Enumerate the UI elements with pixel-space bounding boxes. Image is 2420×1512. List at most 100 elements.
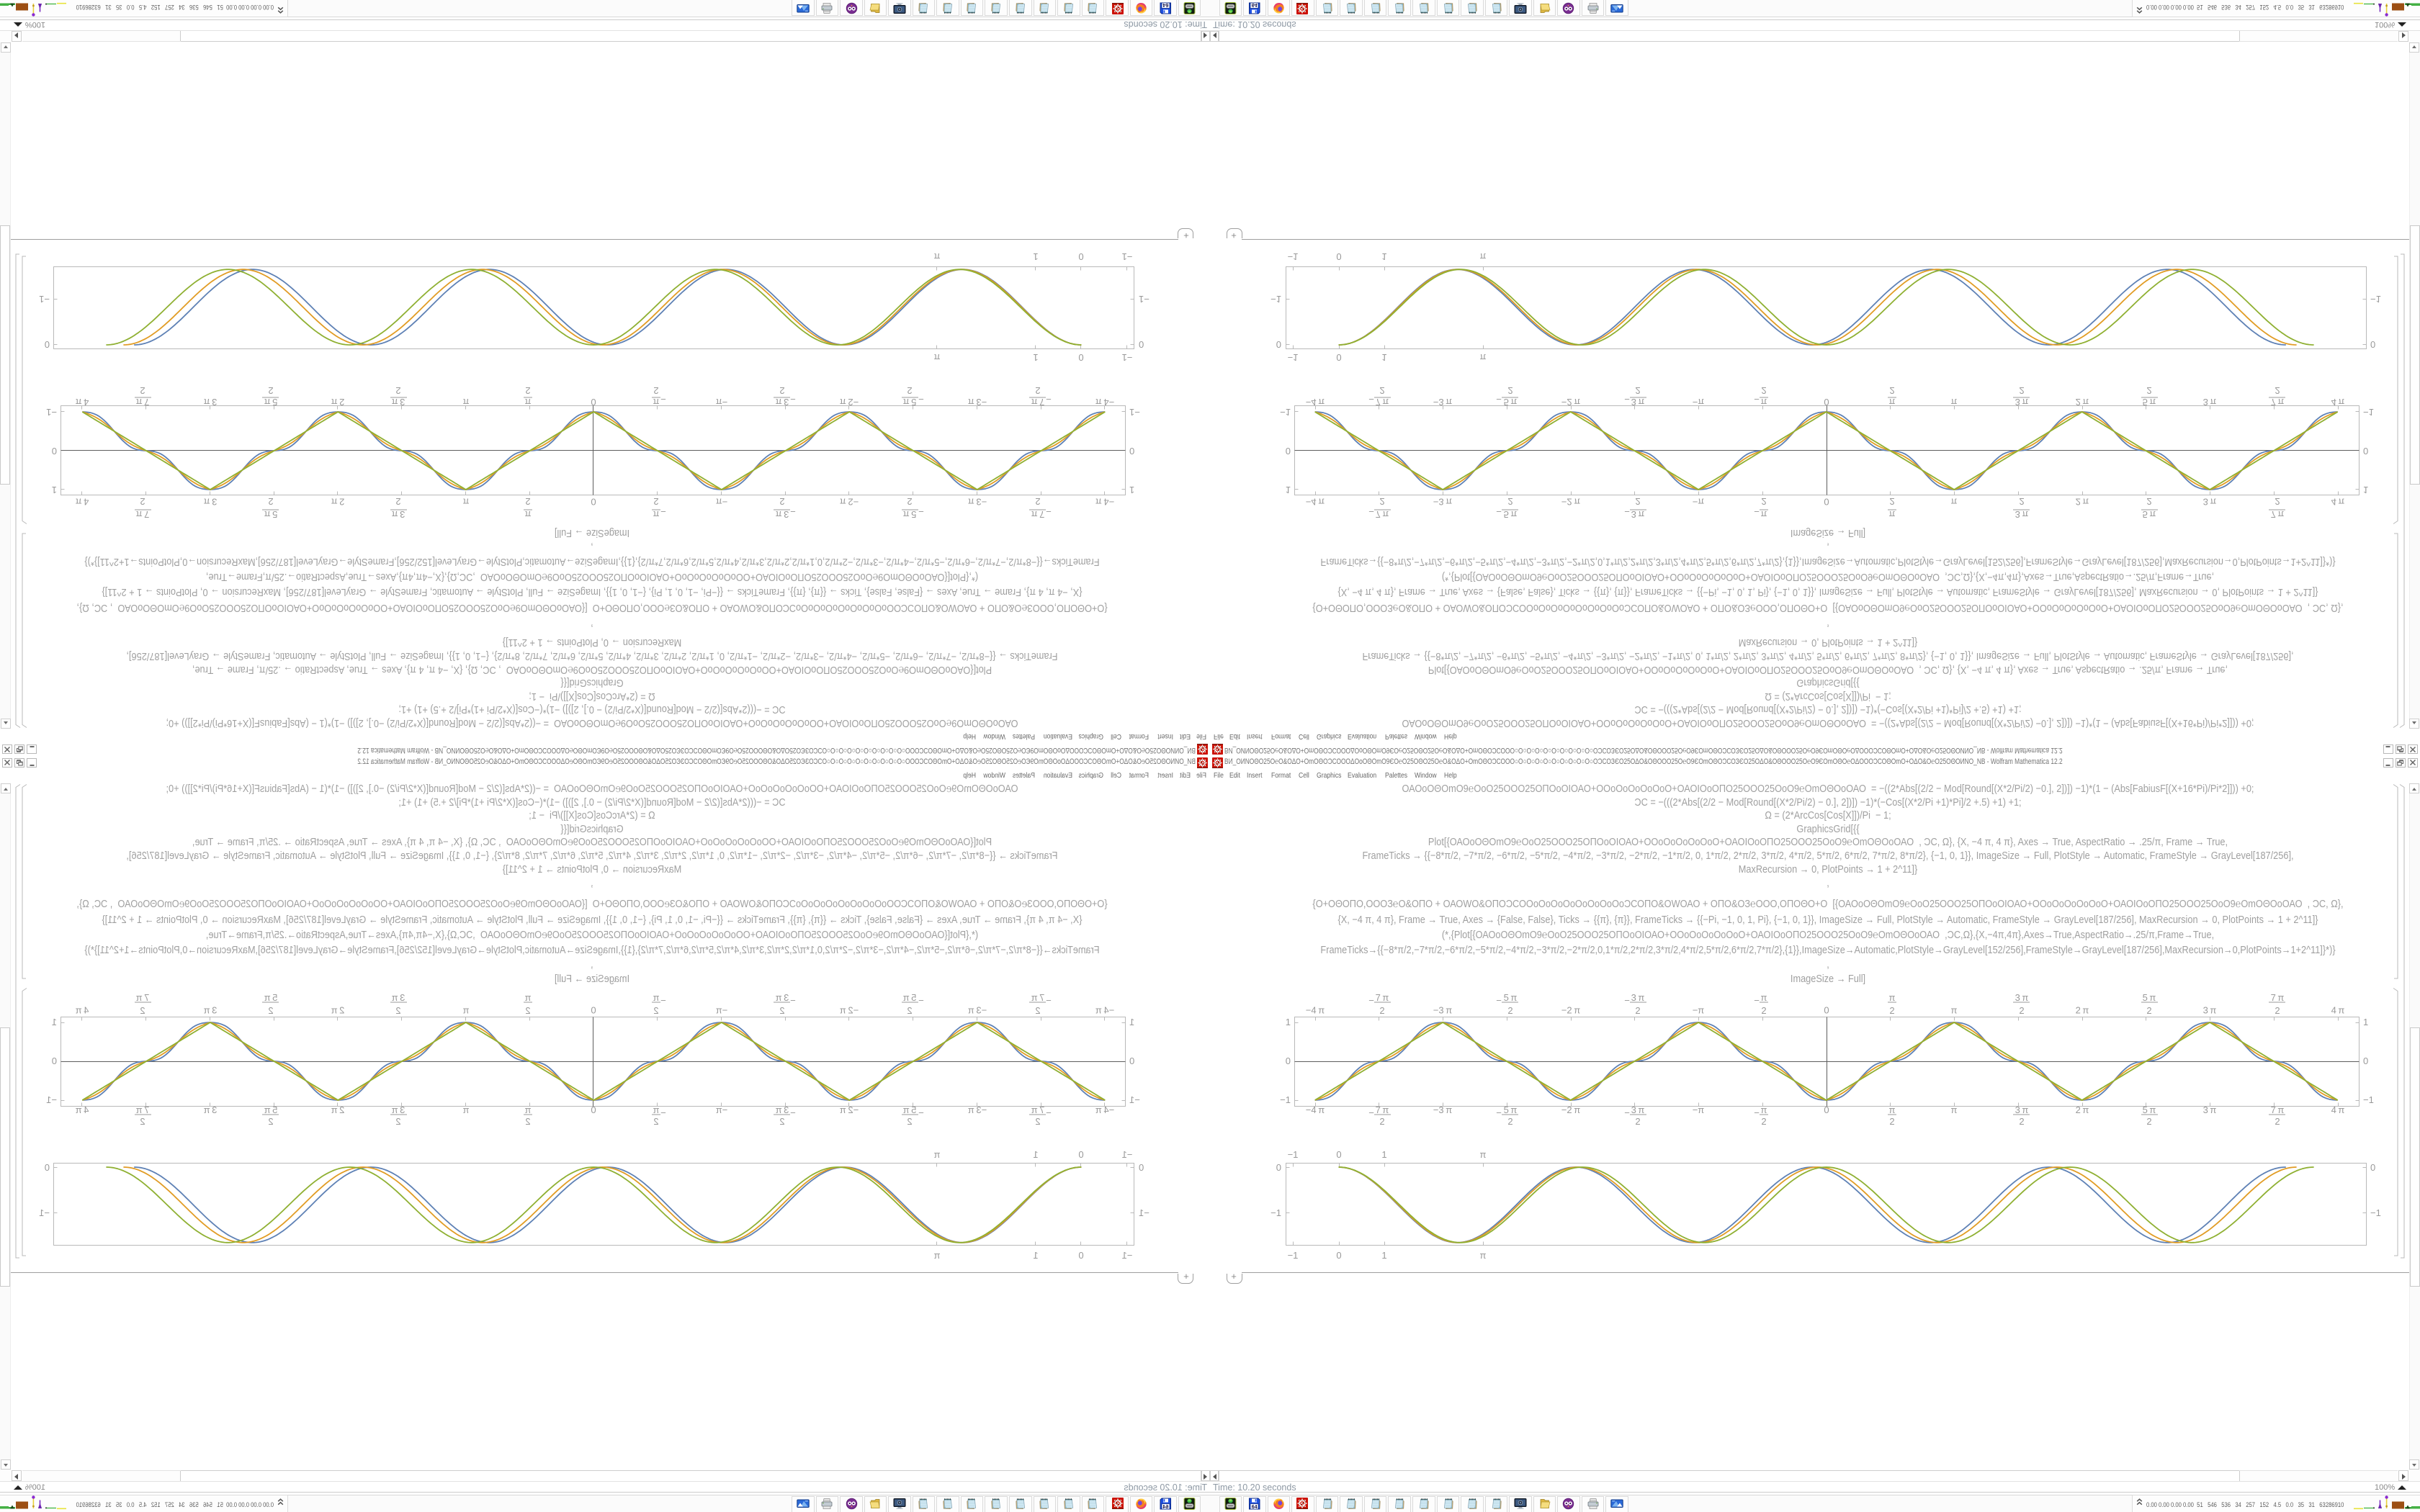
svg-text:π: π: [1889, 992, 1896, 1003]
svg-text:3 π: 3 π: [392, 992, 405, 1003]
svg-text:3 π: 3 π: [2203, 397, 2217, 408]
svg-text:0: 0: [52, 446, 57, 456]
svg-text:−1: −1: [1139, 1207, 1150, 1218]
svg-text:−1: −1: [1288, 1250, 1299, 1261]
svg-text:3 π: 3 π: [776, 397, 789, 408]
svg-text:−1: −1: [2370, 1207, 2381, 1218]
svg-text:−1: −1: [1280, 407, 1291, 418]
svg-text:2: 2: [525, 1116, 530, 1127]
svg-text:−: −: [1496, 995, 1502, 1006]
svg-text:64: 64: [1162, 1505, 1168, 1510]
svg-text:0: 0: [591, 1005, 596, 1016]
svg-text:2: 2: [1035, 496, 1040, 507]
svg-text:−: −: [660, 506, 666, 517]
svg-text:2: 2: [268, 1116, 273, 1127]
svg-text:1: 1: [1381, 1149, 1386, 1160]
svg-text:2: 2: [779, 1005, 784, 1016]
svg-text:−1: −1: [1122, 1149, 1133, 1160]
svg-text:−4 π: −4 π: [1306, 1005, 1325, 1016]
svg-text:3 π: 3 π: [2015, 1104, 2029, 1115]
svg-text:−1: −1: [46, 407, 57, 418]
svg-text:2: 2: [2275, 1116, 2280, 1127]
svg-text:3 π: 3 π: [392, 1104, 405, 1115]
svg-text:π: π: [653, 509, 659, 520]
svg-text:−4 π: −4 π: [1095, 497, 1114, 508]
svg-text:0: 0: [1078, 352, 1083, 363]
svg-text:π: π: [653, 397, 659, 408]
svg-text:−1: −1: [1122, 251, 1133, 262]
svg-text:5 π: 5 π: [2143, 397, 2156, 408]
svg-text:2 π: 2 π: [331, 1104, 345, 1115]
svg-text:−3 π: −3 π: [968, 1104, 987, 1115]
svg-text:4 π: 4 π: [2331, 1104, 2345, 1115]
svg-text:−: −: [918, 394, 924, 405]
svg-text:π: π: [1761, 1104, 1767, 1115]
svg-text:−: −: [1496, 506, 1502, 517]
svg-text:π: π: [524, 1104, 531, 1115]
svg-text:−: −: [1046, 506, 1052, 517]
svg-text:2: 2: [395, 1005, 400, 1016]
svg-text:−: −: [1496, 1107, 1502, 1118]
svg-text:−1: −1: [1139, 294, 1150, 305]
svg-text:2: 2: [395, 496, 400, 507]
svg-text:2: 2: [1379, 1116, 1384, 1127]
svg-text:2: 2: [525, 385, 530, 396]
svg-text:−: −: [1046, 1107, 1052, 1118]
svg-text:2: 2: [1035, 385, 1040, 396]
svg-text:0: 0: [1824, 1104, 1829, 1115]
svg-text:2: 2: [2146, 496, 2151, 507]
svg-text:4 π: 4 π: [2331, 397, 2345, 408]
svg-text:5 π: 5 π: [2143, 1104, 2156, 1115]
svg-text:2: 2: [2146, 385, 2151, 396]
svg-text:3 π: 3 π: [2203, 1005, 2217, 1016]
svg-text:−π: −π: [1693, 497, 1705, 508]
svg-text:7 π: 7 π: [1031, 397, 1045, 408]
svg-text:0: 0: [2363, 446, 2368, 456]
svg-text:0: 0: [1129, 1056, 1134, 1066]
svg-text:−2 π: −2 π: [1561, 497, 1580, 508]
svg-text:π: π: [524, 509, 531, 520]
svg-text:−: −: [1368, 506, 1374, 517]
svg-text:5 π: 5 π: [264, 509, 278, 520]
svg-text:7 π: 7 π: [1376, 397, 1389, 408]
svg-text:2: 2: [268, 1005, 273, 1016]
svg-text:2: 2: [1635, 1116, 1640, 1127]
svg-text:−: −: [790, 995, 796, 1006]
svg-text:−3 π: −3 π: [1433, 397, 1452, 408]
svg-text:π: π: [933, 1250, 940, 1261]
svg-text:3 π: 3 π: [392, 509, 405, 520]
svg-text:−: −: [660, 394, 666, 405]
svg-text:0: 0: [1336, 1149, 1341, 1160]
svg-text:−2 π: −2 π: [840, 1005, 859, 1016]
svg-text:3 π: 3 π: [204, 497, 218, 508]
svg-text:−1: −1: [1270, 294, 1281, 305]
svg-text:0: 0: [1078, 251, 1083, 262]
svg-text:π: π: [1761, 397, 1767, 408]
svg-text:4 π: 4 π: [76, 1005, 89, 1016]
svg-text:−4 π: −4 π: [1306, 1104, 1325, 1115]
svg-text:−1: −1: [2363, 1094, 2374, 1105]
svg-text:1: 1: [1033, 1250, 1038, 1261]
svg-text:4 π: 4 π: [76, 1104, 89, 1115]
svg-text:−1: −1: [39, 1207, 50, 1218]
svg-text:0: 0: [2370, 339, 2375, 350]
svg-text:7 π: 7 π: [1376, 992, 1389, 1003]
svg-text:1: 1: [1129, 485, 1134, 495]
svg-text:−1: −1: [39, 294, 50, 305]
svg-text:−2 π: −2 π: [840, 1104, 859, 1115]
svg-text:π: π: [653, 1104, 659, 1115]
svg-text:−: −: [1046, 995, 1052, 1006]
svg-text:π: π: [1480, 1250, 1487, 1261]
svg-text:−π: −π: [1693, 1005, 1705, 1016]
svg-text:3 π: 3 π: [2203, 1104, 2217, 1115]
svg-text:π: π: [1889, 397, 1896, 408]
svg-text:3 π: 3 π: [1631, 509, 1645, 520]
svg-text:−4 π: −4 π: [1095, 1005, 1114, 1016]
svg-text:3 π: 3 π: [776, 1104, 789, 1115]
svg-text:2 π: 2 π: [331, 1005, 345, 1016]
svg-text:π: π: [462, 1005, 469, 1016]
svg-text:4 π: 4 π: [2331, 1005, 2345, 1016]
svg-text:2: 2: [1761, 385, 1766, 396]
svg-text:5 π: 5 π: [264, 1104, 278, 1115]
svg-text:1: 1: [1381, 352, 1386, 363]
